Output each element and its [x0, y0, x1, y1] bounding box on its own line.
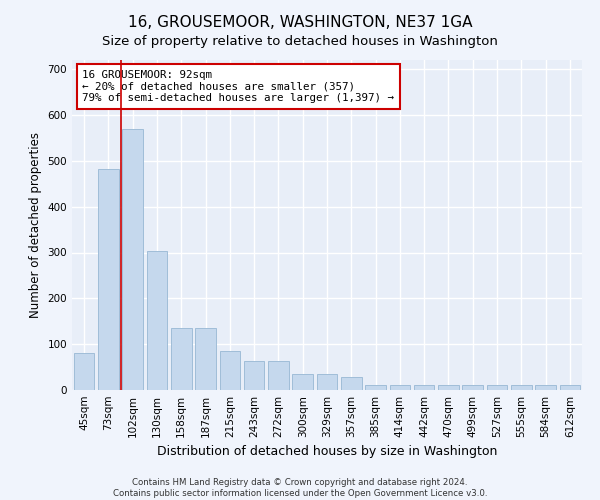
Text: 16 GROUSEMOOR: 92sqm
← 20% of detached houses are smaller (357)
79% of semi-deta: 16 GROUSEMOOR: 92sqm ← 20% of detached h… — [82, 70, 394, 103]
Bar — [389, 386, 410, 390]
X-axis label: Distribution of detached houses by size in Washington: Distribution of detached houses by size … — [157, 446, 497, 458]
Bar — [292, 374, 313, 390]
Bar — [171, 328, 191, 390]
Text: Contains HM Land Registry data © Crown copyright and database right 2024.
Contai: Contains HM Land Registry data © Crown c… — [113, 478, 487, 498]
Text: Size of property relative to detached houses in Washington: Size of property relative to detached ho… — [102, 35, 498, 48]
Bar — [122, 128, 143, 390]
Bar — [438, 386, 459, 390]
Bar — [195, 328, 216, 390]
Bar — [511, 386, 532, 390]
Bar — [365, 386, 386, 390]
Bar — [74, 354, 94, 390]
Bar — [317, 374, 337, 390]
Bar — [463, 386, 483, 390]
Bar — [244, 361, 265, 390]
Bar — [414, 386, 434, 390]
Bar — [146, 251, 167, 390]
Y-axis label: Number of detached properties: Number of detached properties — [29, 132, 42, 318]
Bar — [98, 168, 119, 390]
Bar — [487, 386, 508, 390]
Bar — [535, 386, 556, 390]
Text: 16, GROUSEMOOR, WASHINGTON, NE37 1GA: 16, GROUSEMOOR, WASHINGTON, NE37 1GA — [128, 15, 472, 30]
Bar — [560, 386, 580, 390]
Bar — [220, 351, 240, 390]
Bar — [341, 377, 362, 390]
Bar — [268, 361, 289, 390]
